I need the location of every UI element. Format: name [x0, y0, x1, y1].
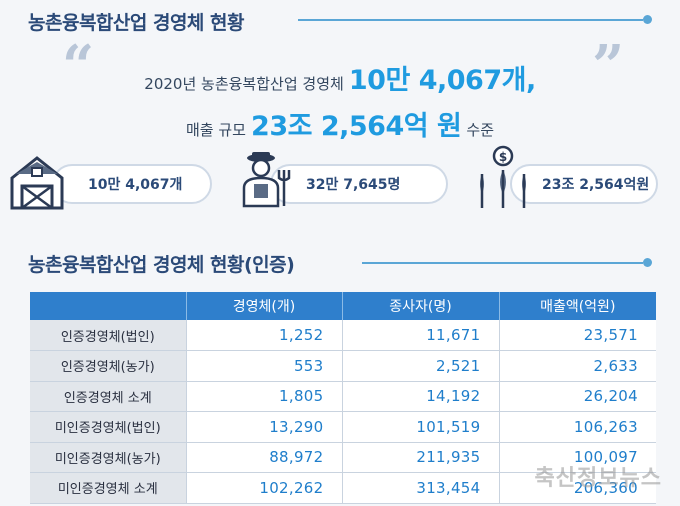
- business-status-table: 경영체(개) 종사자(명) 매출액(억원) 인증경영체(법인) 1,252 11…: [30, 292, 656, 504]
- cell-sales: 206,360: [499, 472, 656, 504]
- cell-businesses: 13,290: [186, 411, 343, 443]
- farmer-icon: [242, 152, 291, 208]
- open-quote-icon: “: [62, 33, 95, 99]
- row-label: 미인증경영체(법인): [30, 411, 187, 443]
- cell-workers: 11,671: [342, 320, 500, 351]
- cell-businesses: 1,252: [186, 320, 343, 351]
- headline-line-2: 매출 규모 23조 2,564억 원 수준: [0, 104, 680, 143]
- row-label: 인증경영체(농가): [30, 350, 187, 382]
- cell-workers: 101,519: [342, 411, 500, 443]
- table-row: 미인증경영체(농가) 88,972 211,935 100,097: [30, 442, 656, 473]
- stat-value-workers: 32만 7,645명: [306, 177, 401, 193]
- cell-sales: 23,571: [499, 320, 656, 351]
- table-row: 인증경영체(농가) 553 2,521 2,633: [30, 350, 656, 382]
- title-divider: [298, 19, 643, 21]
- row-label: 미인증경영체 소계: [30, 472, 187, 504]
- barn-icon: [10, 156, 64, 210]
- table-header-sales: 매출액(억원): [499, 292, 656, 320]
- title-divider-2: [362, 262, 643, 264]
- cell-workers: 2,521: [342, 350, 500, 382]
- table-row: 미인증경영체 소계 102,262 313,454 206,360: [30, 472, 656, 504]
- headline-value-2: 23조 2,564억 원: [251, 111, 462, 142]
- headline-value-1: 10만 4,067개,: [348, 65, 536, 96]
- title-divider-dot: [643, 15, 652, 24]
- section-title-certified: 농촌융복합산업 경영체 현황(인증): [28, 254, 295, 276]
- cell-sales: 100,097: [499, 442, 656, 473]
- cell-businesses: 102,262: [186, 472, 343, 504]
- stat-value-sales: 23조 2,564억원: [542, 177, 650, 193]
- svg-text:$: $: [499, 150, 507, 164]
- table-header-row: 경영체(개) 종사자(명) 매출액(억원): [30, 292, 656, 320]
- table-row: 미인증경영체(법인) 13,290 101,519 106,263: [30, 411, 656, 443]
- row-label: 인증경영체 소계: [30, 381, 187, 412]
- table-row: 인증경영체 소계 1,805 14,192 26,204: [30, 381, 656, 412]
- headline-line-1: 2020년 농촌융복합산업 경영체 10만 4,067개,: [0, 58, 680, 97]
- stat-pill-workers: 32만 7,645명: [270, 164, 448, 204]
- row-label: 미인증경영체(농가): [30, 442, 187, 473]
- row-label: 인증경영체(법인): [30, 320, 187, 351]
- cell-businesses: 553: [186, 350, 343, 382]
- cell-workers: 211,935: [342, 442, 500, 473]
- cell-sales: 26,204: [499, 381, 656, 412]
- money-crop-icon: $: [480, 145, 526, 208]
- cell-workers: 14,192: [342, 381, 500, 412]
- table-header-empty: [30, 292, 187, 320]
- cell-businesses: 88,972: [186, 442, 343, 473]
- stat-pill-sales: 23조 2,564억원: [510, 164, 658, 204]
- cell-sales: 2,633: [499, 350, 656, 382]
- stat-pill-businesses: 10만 4,067개: [52, 164, 212, 204]
- headline-prefix-1: 2020년 농촌융복합산업 경영체: [144, 75, 344, 93]
- close-quote-icon: ”: [592, 33, 625, 99]
- table-row: 인증경영체(법인) 1,252 11,671 23,571: [30, 320, 656, 351]
- cell-sales: 106,263: [499, 411, 656, 443]
- stat-value-businesses: 10만 4,067개: [88, 177, 183, 193]
- cell-businesses: 1,805: [186, 381, 343, 412]
- watermark: 축산정보뉴스: [534, 466, 662, 491]
- headline-prefix-2: 매출 규모: [185, 121, 246, 139]
- table-header-workers: 종사자(명): [342, 292, 500, 320]
- headline-suffix-2: 수준: [466, 121, 495, 139]
- title-divider-dot-2: [643, 258, 652, 267]
- table-header-businesses: 경영체(개): [186, 292, 343, 320]
- cell-workers: 313,454: [342, 472, 500, 504]
- section-title-overview: 농촌융복합산업 경영체 현황: [28, 12, 245, 34]
